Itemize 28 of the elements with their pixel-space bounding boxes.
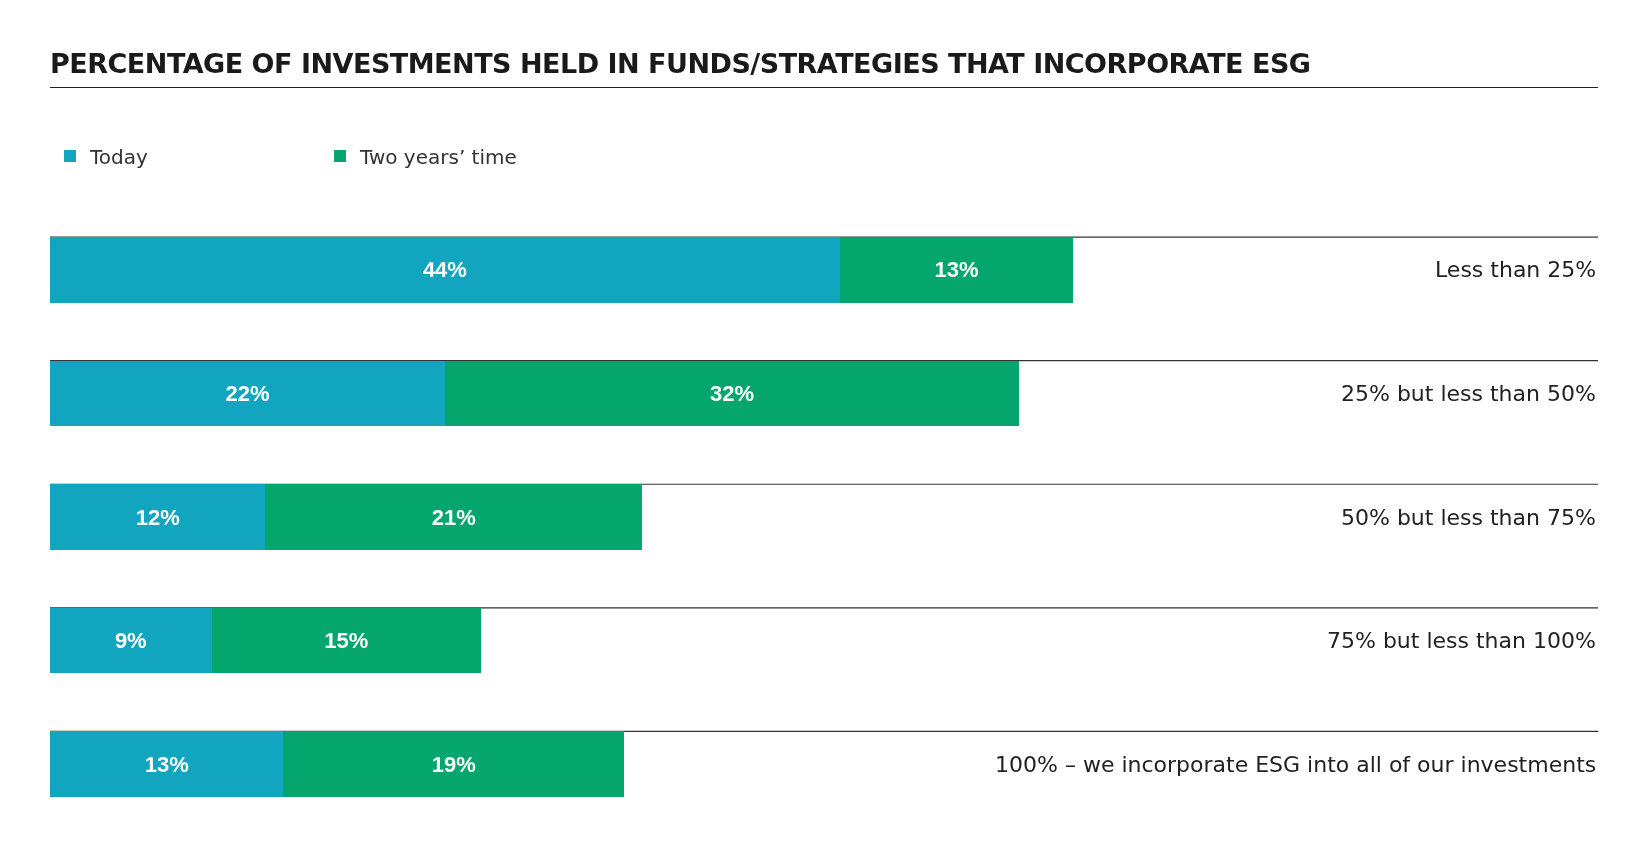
bar (283, 731, 625, 797)
bar (839, 237, 1074, 303)
data-label: 15% (324, 628, 369, 654)
data-label: 19% (431, 751, 476, 777)
bar (50, 484, 266, 550)
data-label: 13% (934, 257, 979, 283)
bar (265, 484, 643, 550)
bar (50, 360, 445, 427)
legend-label: Today (89, 144, 149, 169)
bar (50, 731, 284, 797)
bar (211, 607, 481, 674)
legend-label: Two years’ time (359, 144, 517, 169)
data-label: 13% (144, 751, 189, 777)
y-tick-label: 75% but less than 100% (1327, 628, 1596, 653)
data-label: 9% (114, 628, 147, 654)
data-label: 12% (135, 504, 180, 530)
y-tick-label: 100% – we incorporate ESG into all of our investments (995, 752, 1597, 777)
bar (50, 237, 840, 303)
y-tick-label: 25% but less than 50% (1341, 381, 1596, 406)
bar (50, 607, 212, 674)
data-label: 32% (710, 380, 755, 406)
y-tick-label: Less than 25% (1435, 257, 1597, 282)
data-label: 22% (225, 380, 270, 406)
data-label: 21% (431, 504, 476, 530)
bar (444, 360, 1020, 427)
data-label: 44% (422, 257, 467, 283)
y-tick-label: 50% but less than 75% (1341, 505, 1596, 530)
chart-title: PERCENTAGE OF INVESTMENTS HELD IN FUNDS/STRATEGIES THAT INCORPORATE ESG (50, 48, 1598, 88)
